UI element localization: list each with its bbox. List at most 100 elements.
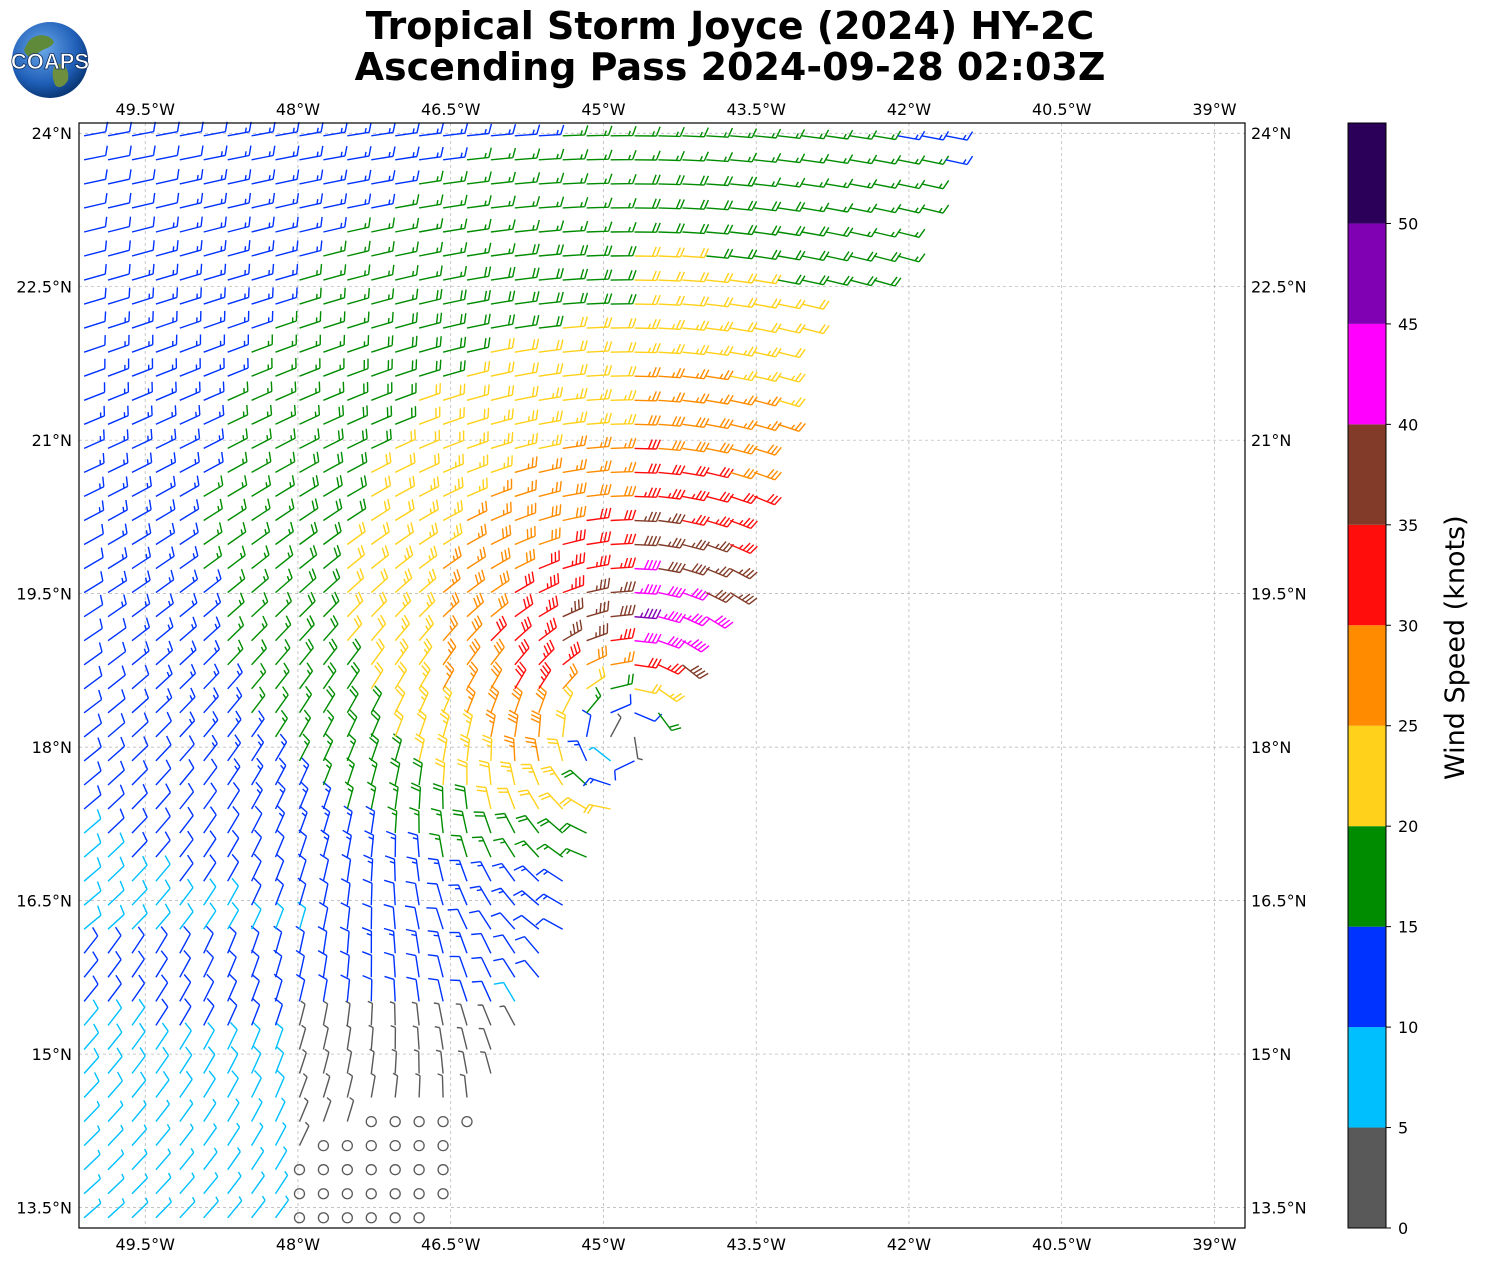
wind-barb	[921, 155, 950, 165]
lon-tick-label-bottom: 40.5°W	[1032, 1235, 1092, 1254]
wind-barb	[274, 1021, 284, 1050]
wind-barb	[203, 381, 225, 401]
wind-barb	[658, 126, 685, 138]
wind-barb	[466, 431, 489, 450]
colorbar-bin	[1348, 323, 1386, 425]
wind-barb	[299, 145, 324, 161]
wind-barb	[131, 879, 148, 906]
wind-barb	[561, 769, 588, 786]
wind-barb	[251, 475, 272, 497]
wind-barb	[203, 758, 218, 786]
calm-wind-marker	[437, 1115, 449, 1128]
wind-barb	[754, 420, 782, 432]
wind-barb	[179, 854, 194, 882]
colorbar-title: Wind Speed (knots)	[1440, 515, 1471, 780]
wind-barb	[459, 1073, 468, 1098]
wind-barb	[634, 632, 662, 644]
wind-barb	[299, 568, 317, 594]
wind-barb	[203, 545, 223, 570]
wind-barb	[227, 121, 252, 137]
wind-barb	[562, 685, 574, 714]
wind-barb	[83, 264, 107, 281]
wind-barb	[586, 317, 613, 329]
wind-barb	[406, 856, 420, 882]
wind-barb	[299, 521, 318, 546]
wind-barb	[298, 1024, 307, 1050]
wind-barb	[179, 758, 195, 786]
wind-barb	[227, 686, 243, 714]
wind-barb	[610, 222, 637, 233]
wind-barb	[131, 546, 152, 570]
wind-barb	[83, 500, 105, 522]
calm-wind-marker	[413, 1115, 425, 1128]
wind-barb	[849, 130, 878, 140]
wind-barb	[323, 451, 344, 474]
wind-barb	[586, 645, 608, 666]
calm-wind-marker	[365, 1139, 377, 1152]
wind-barb	[203, 1022, 215, 1050]
wind-barb	[538, 573, 560, 594]
wind-barb	[478, 1027, 492, 1050]
wind-barb	[131, 192, 156, 209]
wind-barb	[634, 535, 662, 547]
wind-barb	[322, 1097, 332, 1122]
wind-barb	[83, 999, 99, 1026]
calm-wind-marker	[317, 1164, 330, 1176]
wind-barb	[227, 901, 240, 930]
wind-barb	[83, 216, 108, 233]
wind-barb	[682, 563, 711, 576]
wind-barb	[514, 616, 532, 642]
wind-barb	[586, 507, 612, 522]
wind-barb	[730, 370, 758, 382]
wind-barb	[466, 454, 489, 474]
wind-barb	[107, 547, 128, 570]
wind-barb	[227, 498, 247, 522]
wind-barb	[203, 357, 225, 377]
wind-barb	[298, 781, 309, 810]
wind-barb	[706, 369, 734, 381]
wind-barb	[658, 271, 686, 282]
wind-barb	[384, 855, 396, 882]
wind-barb	[634, 712, 663, 722]
wind-barb	[371, 358, 393, 377]
wind-barb	[753, 469, 782, 481]
wind-barb	[227, 216, 251, 233]
wind-barb	[370, 521, 390, 546]
wind-barb	[131, 712, 149, 738]
wind-barb	[418, 568, 437, 594]
wind-barb	[455, 1003, 468, 1026]
wind-barb	[203, 1172, 219, 1195]
wind-barb	[297, 901, 307, 930]
wind-barb	[801, 226, 830, 237]
wind-barb	[466, 337, 491, 353]
wind-barb	[346, 498, 367, 522]
wind-barb	[179, 1172, 195, 1195]
wind-barb	[299, 451, 320, 474]
wind-barb	[227, 1070, 239, 1098]
wind-barb	[83, 809, 102, 834]
wind-barb	[275, 357, 297, 377]
wind-barb	[322, 568, 341, 594]
calm-wind-marker	[389, 1115, 401, 1128]
wind-barb	[419, 146, 444, 161]
wind-barb	[346, 544, 366, 570]
wind-barb	[490, 638, 505, 666]
wind-barb	[323, 287, 346, 305]
wind-barb	[449, 955, 468, 978]
wind-barb	[274, 781, 286, 810]
wind-barb	[155, 807, 171, 834]
wind-barb	[777, 299, 806, 310]
wind-barb	[299, 591, 316, 618]
wind-barb	[466, 546, 487, 570]
wind-barb	[274, 1170, 289, 1195]
wind-barb	[562, 387, 588, 401]
wind-barb	[362, 974, 373, 1002]
wind-barb	[514, 456, 538, 474]
wind-barb	[251, 1171, 265, 1195]
wind-barb	[493, 981, 516, 1002]
wind-barb	[131, 121, 156, 137]
wind-barb	[83, 405, 106, 425]
wind-barb	[251, 592, 269, 618]
wind-barb	[275, 287, 298, 305]
wind-barb	[562, 340, 588, 353]
